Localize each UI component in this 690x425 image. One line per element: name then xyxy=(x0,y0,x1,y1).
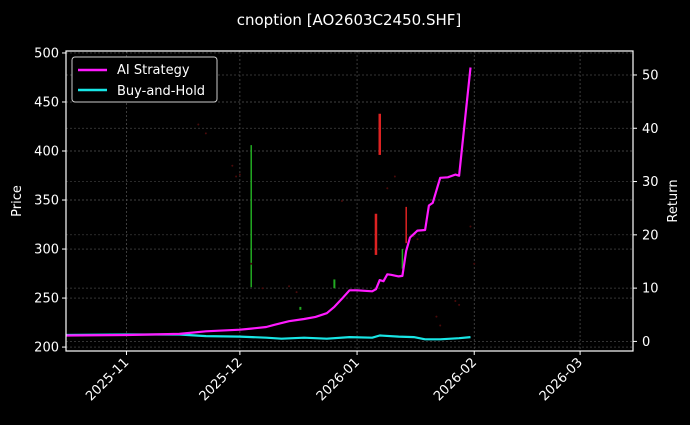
y-axis-right-ticks: 0 10 20 30 40 50 xyxy=(633,68,659,350)
series-lines xyxy=(65,67,472,341)
faint-price-points xyxy=(197,123,476,327)
y-right-tick-label: 40 xyxy=(642,122,659,137)
y-left-tick-label: 450 xyxy=(34,95,59,110)
y-right-tick-label: 0 xyxy=(642,335,650,350)
grid-lines xyxy=(66,51,633,351)
legend-label-ai-strategy: AI Strategy xyxy=(117,63,190,78)
y-left-tick-label: 400 xyxy=(34,145,59,160)
faint-price-point xyxy=(250,262,253,265)
faint-price-point xyxy=(393,175,396,178)
faint-price-point xyxy=(439,324,442,327)
faint-price-point xyxy=(204,132,207,135)
faint-price-point xyxy=(197,123,200,126)
y-axis-left-label: Price xyxy=(10,185,25,217)
y-right-tick-label: 10 xyxy=(642,282,659,297)
faint-price-point xyxy=(231,164,234,167)
y-left-tick-label: 350 xyxy=(34,194,59,209)
faint-price-point xyxy=(458,303,461,306)
faint-price-point xyxy=(261,287,264,290)
legend: AI Strategy Buy-and-Hold xyxy=(71,56,218,103)
y-left-tick-label: 200 xyxy=(34,341,59,356)
y-right-tick-label: 50 xyxy=(642,68,659,83)
chart-title: cnoption [AO2603C2450.SHF] xyxy=(237,11,461,29)
y-axis-right-label: Return xyxy=(666,179,681,222)
faint-price-point xyxy=(386,187,389,190)
axes-frame xyxy=(65,50,634,352)
faint-price-point xyxy=(473,262,476,265)
y-left-tick-label: 250 xyxy=(34,292,59,307)
y-right-tick-label: 20 xyxy=(642,228,659,243)
faint-price-point xyxy=(469,225,472,228)
faint-price-point xyxy=(435,315,438,318)
series-line-buy-and-hold xyxy=(65,333,471,341)
faint-price-point xyxy=(416,238,419,241)
y-axis-left-ticks: 200 250 300 350 400 450 500 xyxy=(34,46,66,356)
legend-label-buy-and-hold: Buy-and-Hold xyxy=(117,84,205,99)
faint-price-point xyxy=(454,300,457,302)
faint-price-point xyxy=(235,175,238,178)
y-left-tick-label: 500 xyxy=(34,46,59,61)
faint-price-point xyxy=(295,291,298,294)
series-line-ai-strategy xyxy=(65,67,472,337)
y-left-tick-label: 300 xyxy=(34,243,59,258)
legend-box xyxy=(71,56,218,103)
y-right-tick-label: 30 xyxy=(642,175,659,190)
faint-price-point xyxy=(340,200,343,202)
faint-price-point xyxy=(288,285,291,288)
faint-price-point xyxy=(238,173,241,176)
